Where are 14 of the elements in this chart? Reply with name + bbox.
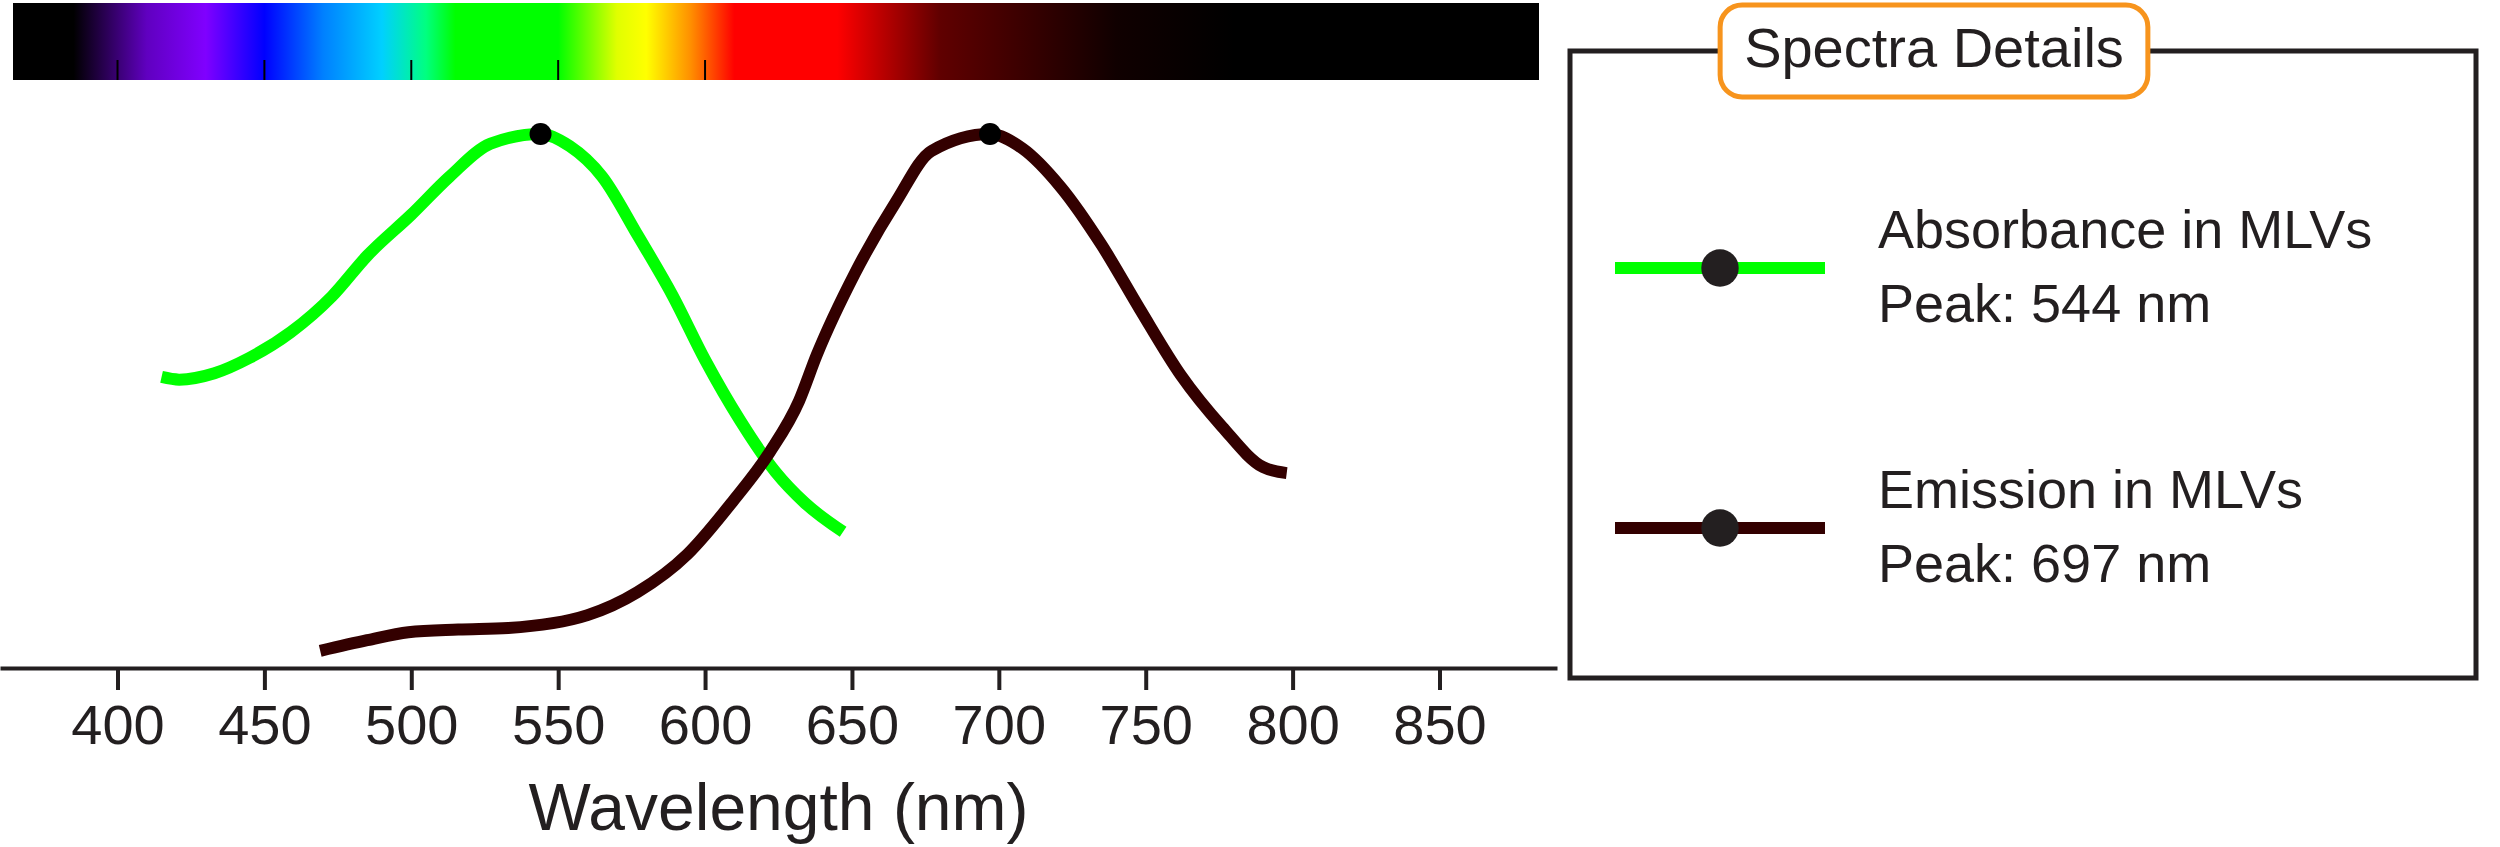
x-tick-label: 750 bbox=[1099, 692, 1193, 756]
x-tick-label: 850 bbox=[1393, 692, 1487, 756]
legend-label: Emission in MLVs Peak: 697 nm bbox=[1878, 459, 2304, 593]
x-axis-title: Wavelength (nm) bbox=[528, 770, 1029, 844]
x-tick-label: 450 bbox=[218, 692, 312, 756]
legend-title: Spectra Details bbox=[1744, 16, 2124, 79]
x-tick-label: 400 bbox=[71, 692, 165, 756]
x-tick-label: 550 bbox=[511, 692, 606, 756]
x-tick-label: 650 bbox=[805, 692, 900, 756]
x-tick-label: 700 bbox=[952, 692, 1047, 756]
x-tick-label: 800 bbox=[1246, 692, 1340, 756]
x-tick-label: 500 bbox=[365, 692, 459, 756]
x-tick-label: 600 bbox=[658, 692, 753, 756]
legend-label: Absorbance in MLVs Peak: 544 nm bbox=[1878, 199, 2373, 333]
